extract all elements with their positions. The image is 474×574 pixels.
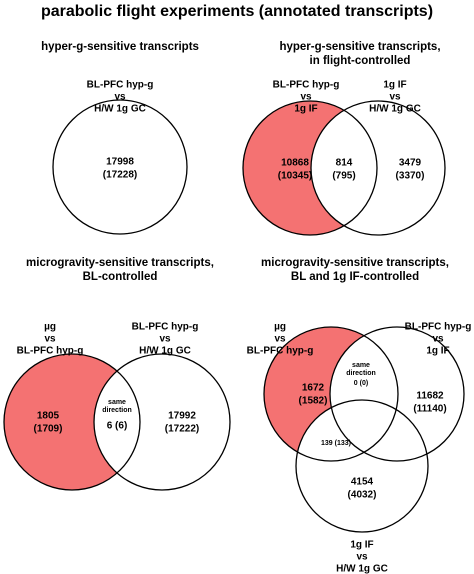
set-label: BL-PFC hyp-g <box>132 322 199 333</box>
set-label: BL-PFC hyp-g <box>87 80 154 91</box>
set-label: 1g IF <box>294 104 317 115</box>
set-label: BL-PFC hyp-g <box>273 80 340 91</box>
region-count: 139 (133) <box>321 440 351 447</box>
set-circle <box>93 353 231 491</box>
set-label: vs <box>44 334 56 345</box>
set-fill <box>94 354 230 490</box>
panel-title: hyper-g-sensitive transcripts, <box>279 41 440 53</box>
set-circle <box>329 326 465 462</box>
set-label: vs <box>389 92 401 103</box>
set-label: H/W 1g GC <box>94 104 146 115</box>
region-count: 11682 <box>416 391 444 402</box>
set-label: vs <box>114 92 126 103</box>
set-circle <box>52 99 188 235</box>
region-count: (1582) <box>299 396 328 407</box>
set-label: BL-PFC hyp-g <box>247 346 314 357</box>
set-label: vs <box>432 334 444 345</box>
region-count: (1709) <box>34 424 63 435</box>
region-count: 17992 <box>168 411 196 422</box>
set-label: 1g IF <box>383 80 406 91</box>
set-circle <box>310 100 446 236</box>
region-count: (11140) <box>413 404 446 415</box>
set-fill <box>296 400 428 532</box>
region-count: (4032) <box>348 490 377 501</box>
region-count: (17222) <box>165 424 199 435</box>
set-label: vs <box>300 92 312 103</box>
region-count: 3479 <box>399 158 422 169</box>
region-note: same <box>108 399 126 406</box>
set-label: H/W 1g GC <box>336 564 388 574</box>
region-count: 4154 <box>351 477 374 488</box>
panel-title: BL-controlled <box>83 271 158 283</box>
set-label: BL-PFC hyp-g <box>405 322 472 333</box>
set-circle <box>295 399 429 533</box>
region-count: (17228) <box>103 170 137 181</box>
region-note: direction <box>346 370 376 377</box>
region-count: (795) <box>332 171 355 182</box>
set-label: 1g IF <box>350 540 373 551</box>
region-count: (3370) <box>396 171 425 182</box>
set-fill <box>311 101 445 235</box>
set-circle <box>242 100 378 236</box>
set-circle <box>263 326 399 462</box>
set-label: µg <box>274 322 286 333</box>
set-label: vs <box>356 552 368 563</box>
region-count: 1672 <box>302 383 325 394</box>
set-label: H/W 1g GC <box>139 346 191 357</box>
region-count: 6 (6) <box>107 421 128 432</box>
figure-title: parabolic flight experiments (annotated … <box>41 3 433 20</box>
panel-title: microgravity-sensitive transcripts, <box>261 257 449 269</box>
region-count: 10868 <box>281 158 309 169</box>
set-label: vs <box>159 334 171 345</box>
panel-title: in flight-controlled <box>310 55 411 67</box>
set-label: BL-PFC hyp-g <box>17 346 84 357</box>
panel-title: hyper-g-sensitive transcripts <box>41 41 199 53</box>
set-label: 1g IF <box>426 346 449 357</box>
region-count: 814 <box>336 158 353 169</box>
set-label: vs <box>274 334 286 345</box>
region-count: 0 (0) <box>354 380 368 387</box>
set-label: H/W 1g GC <box>369 104 421 115</box>
region-count: 17998 <box>106 157 134 168</box>
region-note: same <box>352 362 370 369</box>
region-note: direction <box>102 407 132 414</box>
set-label: µg <box>44 322 56 333</box>
region-count: 1805 <box>37 411 60 422</box>
panel-title: microgravity-sensitive transcripts, <box>26 257 214 269</box>
panel-title: BL and 1g IF-controlled <box>291 271 419 283</box>
set-circle <box>3 353 141 491</box>
region-count: (10345) <box>278 171 312 182</box>
